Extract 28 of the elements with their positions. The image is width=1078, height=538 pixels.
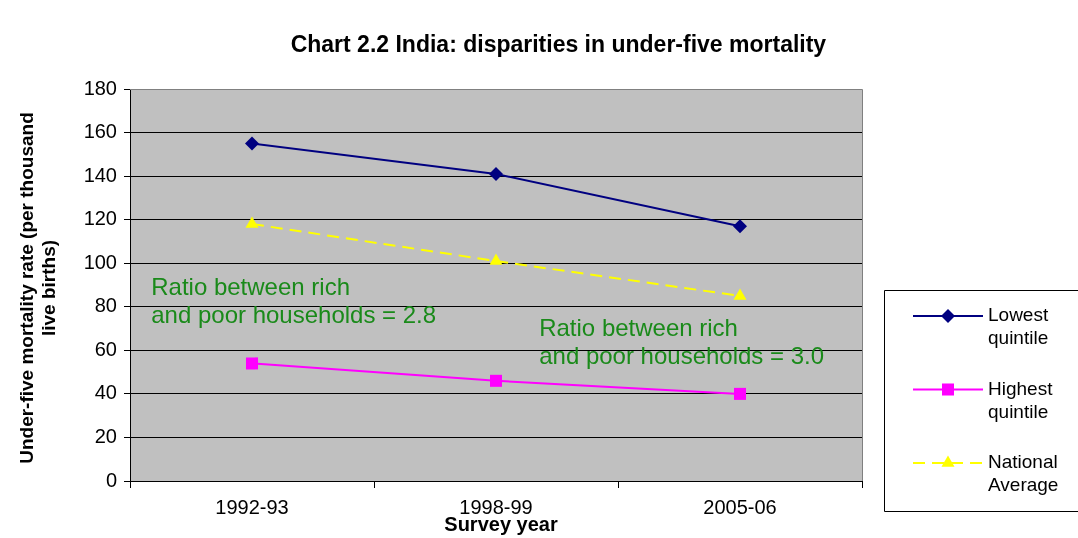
point — [733, 219, 747, 234]
y-tick-label: 20 — [94, 424, 117, 447]
point — [489, 166, 503, 181]
y-tick-label: 60 — [94, 337, 117, 360]
y-tick-label: 120 — [83, 207, 117, 230]
x-tick-label: 1998-99 — [459, 495, 533, 518]
legend-label: Lowest quintile — [988, 304, 1049, 349]
point — [733, 387, 747, 400]
point — [245, 136, 259, 151]
y-tick-label: 100 — [83, 250, 117, 273]
y-tick-label: 0 — [105, 468, 117, 491]
y-tick-label: 160 — [83, 120, 117, 143]
x-tick-label: 1992-93 — [215, 495, 289, 518]
point — [245, 216, 259, 228]
chart-title: Chart 2.2 India: disparities in under-five mortality — [290, 31, 827, 58]
y-tick-label: 140 — [83, 163, 117, 186]
legend-label: Highest quintile — [988, 377, 1054, 422]
legend-label: National Average — [988, 451, 1059, 496]
point — [245, 357, 259, 370]
y-axis-title: Under-five mortality rate (per thousand live births) — [16, 112, 60, 464]
point — [489, 374, 503, 387]
point — [733, 288, 747, 300]
point — [489, 253, 503, 265]
y-tick-label: 80 — [94, 294, 117, 317]
annotation: Ratio between rich and poor households = 2.8 — [151, 272, 437, 328]
y-tick-label: 180 — [83, 76, 117, 99]
y-tick-label: 40 — [94, 381, 117, 404]
x-tick-label: 2005-06 — [703, 495, 777, 518]
